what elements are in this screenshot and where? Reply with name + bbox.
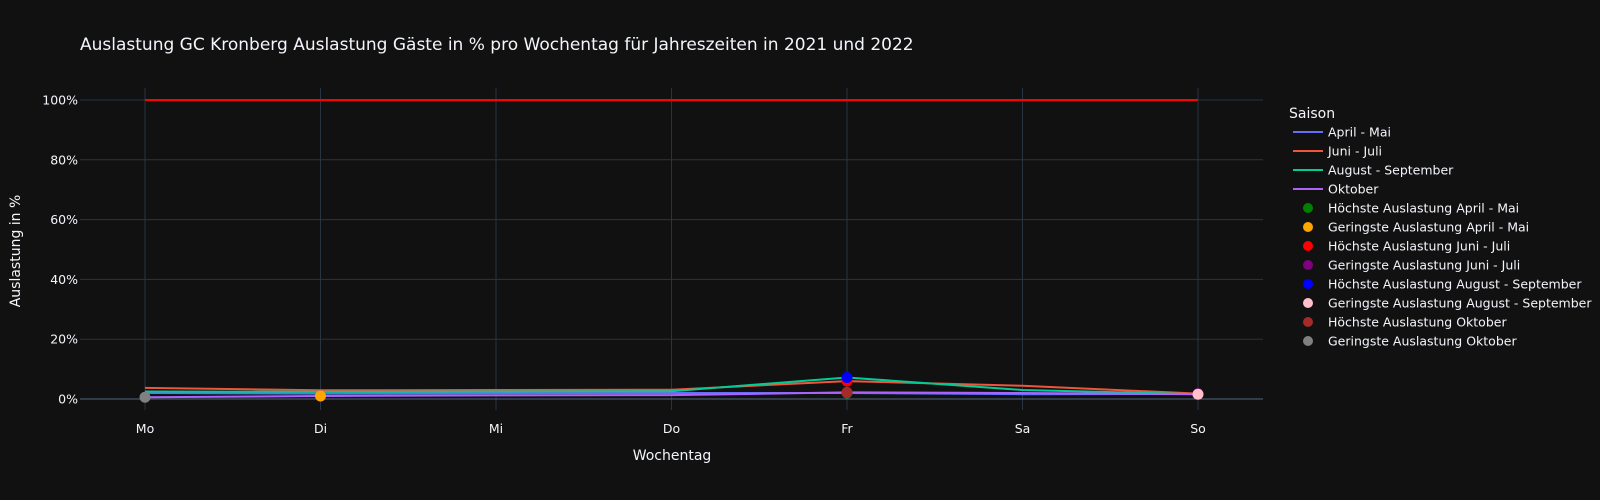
legend-label: Höchste Auslastung April - Mai <box>1328 201 1519 216</box>
legend-item[interactable]: Oktober <box>1293 182 1379 197</box>
legend-item[interactable]: Geringste Auslastung April - Mai <box>1303 220 1529 235</box>
series-line <box>144 380 1199 395</box>
legend-item[interactable]: Juni - Juli <box>1293 144 1382 159</box>
x-tick-label: Do <box>663 421 680 436</box>
legend-swatch-marker <box>1303 260 1313 270</box>
y-tick-label: 60% <box>50 212 78 227</box>
legend-item[interactable]: April - Mai <box>1293 125 1391 140</box>
legend-label: August - September <box>1328 163 1454 178</box>
legend-item[interactable]: Höchste Auslastung August - September <box>1303 277 1582 292</box>
y-tick-label: 20% <box>50 332 78 347</box>
x-tick-label: Sa <box>1015 421 1031 436</box>
marker-point <box>1192 388 1204 400</box>
marker-point <box>841 371 853 383</box>
x-tick-label: Mo <box>136 421 154 436</box>
legend-swatch-marker <box>1303 298 1313 308</box>
legend-label: Höchste Auslastung August - September <box>1328 277 1582 292</box>
chart-title: Auslastung GC Kronberg Auslastung Gäste … <box>80 35 914 55</box>
legend-label: Juni - Juli <box>1327 144 1382 159</box>
legend-item[interactable]: Geringste Auslastung Juni - Juli <box>1303 258 1520 273</box>
legend-swatch-marker <box>1303 336 1313 346</box>
marker-point <box>139 391 151 403</box>
legend-swatch-marker <box>1303 222 1313 232</box>
y-tick-label: 0% <box>58 392 78 407</box>
y-tick-label: 80% <box>50 152 78 167</box>
legend-label: Geringste Auslastung April - Mai <box>1328 220 1529 235</box>
legend-label: Geringste Auslastung August - September <box>1328 296 1592 311</box>
legend-label: Höchste Auslastung Juni - Juli <box>1328 239 1510 254</box>
legend-swatch-marker <box>1303 241 1313 251</box>
marker-point <box>315 390 326 402</box>
legend-item[interactable]: Geringste Auslastung August - September <box>1303 296 1592 311</box>
axes: Wochentag Auslastung in % <box>8 195 711 464</box>
x-tick-label: So <box>1190 421 1206 436</box>
legend-label: April - Mai <box>1328 125 1391 140</box>
marker-point <box>841 386 853 398</box>
legend-item[interactable]: Höchste Auslastung April - Mai <box>1303 201 1519 216</box>
y-tick-label: 40% <box>50 272 78 287</box>
legend-label: Oktober <box>1328 182 1379 197</box>
legend-item[interactable]: August - September <box>1293 163 1454 178</box>
legend-label: Geringste Auslastung Juni - Juli <box>1328 258 1520 273</box>
marker-layer <box>139 371 1204 403</box>
legend-title: Saison <box>1289 106 1335 122</box>
legend-item[interactable]: Höchste Auslastung Oktober <box>1303 315 1507 330</box>
legend-swatch-marker <box>1303 317 1313 327</box>
y-tick-label: 100% <box>42 93 78 108</box>
legend[interactable]: Saison April - Mai Juni - Juli August - Se… <box>1289 106 1592 349</box>
legend-swatch-marker <box>1303 203 1313 213</box>
legend-item[interactable]: Höchste Auslastung Juni - Juli <box>1303 239 1510 254</box>
x-axis-title: Wochentag <box>633 448 712 464</box>
x-tick-label: Mi <box>489 421 503 436</box>
legend-label: Höchste Auslastung Oktober <box>1328 315 1507 330</box>
legend-swatch-marker <box>1303 279 1313 289</box>
grid: 0% 20% 40% 60% 80% 100% Mo Di Mi Do Fr Sa So <box>42 88 1263 436</box>
x-tick-label: Fr <box>841 421 853 436</box>
legend-item[interactable]: Geringste Auslastung Oktober <box>1303 334 1517 349</box>
y-axis-title: Auslastung in % <box>8 195 24 308</box>
legend-label: Geringste Auslastung Oktober <box>1328 334 1517 349</box>
x-tick-label: Di <box>314 421 327 436</box>
